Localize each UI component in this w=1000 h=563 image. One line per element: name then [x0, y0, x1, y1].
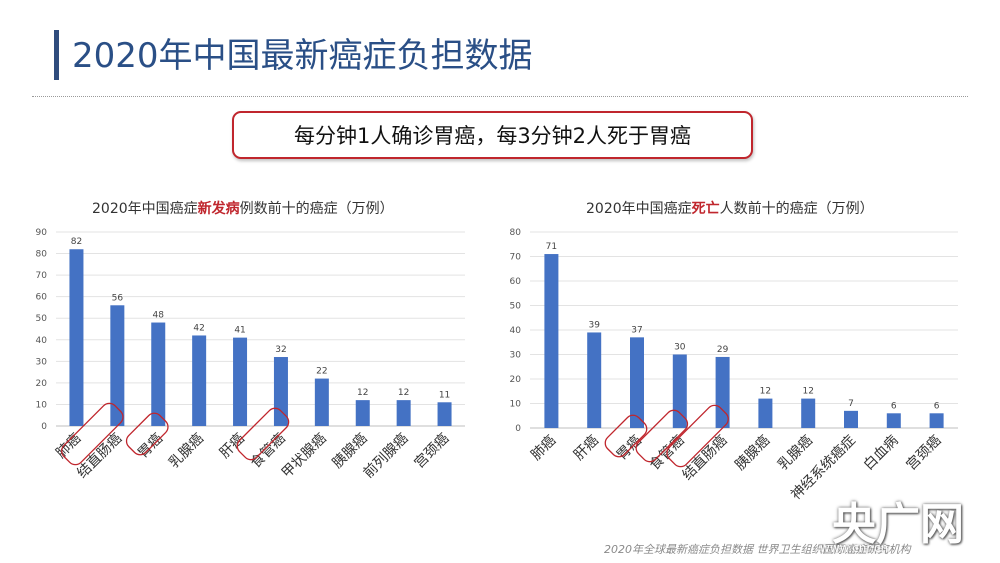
right-chart-title-highlight: 死亡 — [691, 201, 720, 217]
right-bar — [587, 332, 602, 428]
left-y-tick-label: 80 — [36, 250, 48, 260]
right-data-label: 12 — [760, 387, 771, 397]
right-y-tick-label: 10 — [510, 400, 522, 410]
right-y-tick-label: 50 — [510, 302, 522, 312]
right-x-tick-label: 胰腺癌 — [732, 433, 773, 474]
left-y-tick-label: 0 — [41, 422, 47, 432]
right-chart-title-pre: 2020年中国癌症 — [586, 201, 692, 217]
left-data-label: 42 — [193, 323, 204, 333]
title-divider — [32, 96, 968, 97]
left-data-label: 12 — [398, 388, 409, 398]
left-highlight-circle — [61, 402, 124, 466]
left-x-tick-label: 结直肠癌 — [74, 430, 126, 482]
left-data-label: 82 — [71, 237, 82, 247]
title-accent-bar — [54, 30, 59, 80]
right-x-tick-label: 乳腺癌 — [775, 433, 816, 474]
right-bar — [886, 413, 901, 428]
right-bar — [801, 398, 816, 428]
right-y-tick-label: 60 — [510, 277, 522, 287]
right-bar — [758, 398, 773, 428]
left-y-tick-label: 30 — [36, 357, 48, 367]
right-y-tick-label: 0 — [515, 424, 521, 434]
highlight-callout: 每分钟1人确诊胃癌，每3分钟2人死于胃癌 — [232, 111, 753, 159]
left-x-tick-label: 前列腺癌 — [360, 430, 412, 482]
left-chart-title-highlight: 新发病 — [197, 201, 240, 217]
right-x-tick-label: 胃癌 — [614, 433, 645, 464]
left-data-label: 48 — [153, 311, 165, 321]
watermark-logo: 央广网 — [832, 499, 964, 550]
left-y-tick-label: 60 — [36, 293, 48, 303]
right-chart-group: 0102030405060708071肺癌39肝癌37胃癌30食管癌29结直肠癌… — [510, 228, 958, 503]
right-data-label: 12 — [802, 387, 813, 397]
right-x-tick-label: 肝癌 — [571, 433, 602, 464]
left-x-tick-label: 宫颈癌 — [411, 431, 452, 472]
left-x-tick-label: 乳腺癌 — [166, 431, 207, 472]
left-chart-group: 0 10 20 30 40 50 60 70 80 90 82 肺癌 56 结直肠癌 48 胃癌 42 乳腺癌 41… — [36, 228, 465, 481]
right-bar — [544, 254, 559, 428]
highlight-text: 每分钟1人确诊胃癌，每3分钟2人死于胃癌 — [293, 124, 692, 148]
left-chart-title: 2020年中国癌症新发病例数前十的癌症（万例） — [92, 198, 394, 218]
right-highlight-circle — [666, 404, 729, 468]
left-bar — [437, 402, 452, 426]
left-y-tick-label: 40 — [36, 336, 48, 346]
left-bar — [396, 400, 411, 426]
right-data-label: 39 — [588, 320, 600, 330]
left-bar — [151, 322, 166, 426]
right-y-tick-label: 70 — [510, 253, 522, 263]
left-highlight-circle — [236, 407, 290, 461]
right-data-label: 6 — [934, 401, 940, 411]
left-bar — [110, 305, 125, 426]
left-chart-title-pre: 2020年中国癌症 — [92, 201, 198, 217]
left-y-tick-label: 70 — [36, 271, 48, 281]
right-y-tick-label: 80 — [510, 228, 522, 238]
right-data-label: 30 — [674, 343, 686, 353]
left-data-label: 32 — [275, 345, 286, 355]
right-x-tick-label: 白血病 — [861, 433, 902, 474]
left-data-label: 11 — [439, 390, 450, 400]
left-x-tick-label: 甲状腺癌 — [279, 431, 330, 482]
left-bar — [192, 335, 207, 426]
right-chart-title: 2020年中国癌症死亡人数前十的癌症（万例） — [586, 198, 874, 218]
right-bar — [672, 354, 687, 428]
watermark-url: www.cnr.cn — [820, 541, 889, 555]
right-data-label: 29 — [717, 345, 729, 355]
right-highlight-circle — [635, 409, 689, 463]
right-x-tick-label: 肺癌 — [528, 433, 559, 464]
left-bar — [355, 400, 370, 426]
left-data-label: 12 — [357, 388, 368, 398]
left-y-tick-label: 50 — [36, 314, 48, 324]
right-data-label: 71 — [546, 242, 557, 252]
right-x-tick-label: 结直肠癌 — [679, 432, 731, 484]
right-bar — [929, 413, 944, 428]
left-highlight-circle — [125, 412, 169, 456]
right-y-tick-label: 40 — [510, 326, 522, 336]
right-data-label: 7 — [848, 399, 854, 409]
left-data-label: 56 — [112, 293, 124, 303]
left-chart-title-post: 例数前十的癌症（万例） — [239, 201, 394, 217]
right-y-tick-label: 20 — [510, 375, 522, 385]
right-data-label: 6 — [891, 401, 897, 411]
left-bar — [314, 378, 329, 426]
right-chart-title-post: 人数前十的癌症（万例） — [719, 201, 874, 217]
left-x-tick-label: 肝癌 — [217, 431, 248, 462]
left-data-label: 22 — [316, 367, 327, 377]
left-y-tick-label: 90 — [36, 228, 48, 238]
left-y-tick-label: 10 — [36, 400, 48, 410]
right-bar — [630, 337, 644, 428]
left-bar — [233, 337, 248, 426]
right-bar — [715, 356, 730, 428]
left-data-label: 41 — [234, 326, 245, 336]
right-x-tick-label: 宫颈癌 — [903, 433, 944, 474]
source-footer: 2020年全球最新癌症负担数据 世界卫生组织国际癌症研究机构 — [604, 543, 911, 556]
left-bar — [69, 249, 84, 426]
right-data-label: 37 — [631, 325, 642, 335]
left-x-tick-label: 肺癌 — [53, 431, 84, 462]
right-highlight-circle — [604, 414, 648, 458]
right-bar — [844, 410, 858, 428]
left-y-tick-label: 20 — [36, 379, 48, 389]
left-x-tick-label: 胃癌 — [135, 431, 166, 462]
right-y-tick-label: 30 — [510, 351, 522, 361]
page-title: 2020年中国最新癌症负担数据 — [72, 36, 533, 76]
